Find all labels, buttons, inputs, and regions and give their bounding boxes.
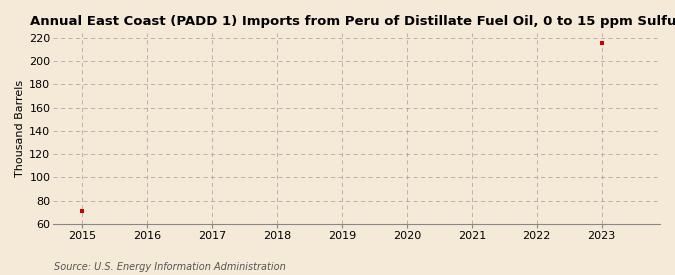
Y-axis label: Thousand Barrels: Thousand Barrels <box>15 80 25 177</box>
Title: Annual East Coast (PADD 1) Imports from Peru of Distillate Fuel Oil, 0 to 15 ppm: Annual East Coast (PADD 1) Imports from … <box>30 15 675 28</box>
Text: Source: U.S. Energy Information Administration: Source: U.S. Energy Information Administ… <box>54 262 286 272</box>
